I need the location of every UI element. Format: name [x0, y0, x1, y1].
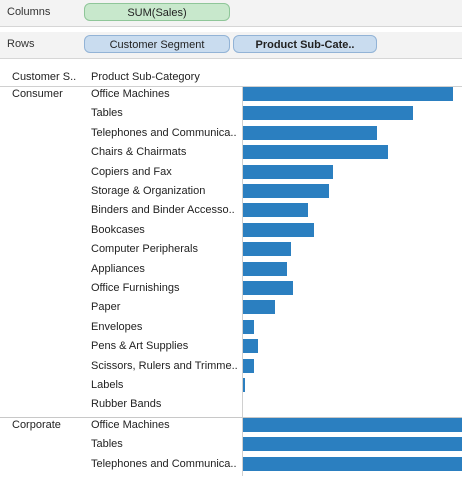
bar-mark[interactable] — [243, 437, 462, 452]
bar-mark[interactable] — [243, 242, 291, 257]
category-label[interactable]: Tables — [91, 107, 123, 120]
bar-mark[interactable] — [243, 281, 293, 295]
bar-mark[interactable] — [243, 184, 329, 198]
category-label[interactable]: Rubber Bands — [91, 398, 162, 411]
bar-mark[interactable] — [243, 339, 258, 354]
columns-shelf-label: Columns — [7, 6, 51, 18]
product-subcategory-pill[interactable]: Product Sub-Cate.. — [233, 35, 377, 53]
category-label[interactable]: Paper — [91, 301, 121, 314]
bar-mark[interactable] — [243, 319, 254, 334]
customer-segment-pill[interactable]: Customer Segment — [84, 35, 230, 53]
segment-label-corporate[interactable]: Corporate — [12, 418, 61, 431]
category-label[interactable]: Pens & Art Supplies — [91, 340, 189, 353]
category-label[interactable]: Telephones and Communica.. — [91, 457, 237, 470]
category-label[interactable]: Bookcases — [91, 223, 145, 236]
category-label[interactable]: Office Machines — [91, 418, 170, 431]
subcategory-header[interactable]: Product Sub-Category — [91, 71, 200, 83]
category-label[interactable]: Telephones and Communica.. — [91, 126, 237, 139]
bar-mark[interactable] — [243, 125, 377, 140]
bar-mark[interactable] — [243, 358, 254, 373]
category-label[interactable]: Appliances — [91, 262, 145, 275]
segment-divider — [0, 416, 462, 418]
category-label[interactable]: Office Furnishings — [91, 282, 180, 294]
segment-label-consumer[interactable]: Consumer — [12, 88, 63, 100]
segment-header[interactable]: Customer S.. — [12, 71, 77, 83]
category-label[interactable]: Chairs & Chairmats — [91, 146, 187, 159]
category-label[interactable]: Envelopes — [91, 320, 143, 333]
bar-mark[interactable] — [243, 456, 462, 471]
bar-mark[interactable] — [243, 261, 287, 276]
columns-shelf: Columns SUM(Sales) — [0, 0, 462, 27]
rows-shelf: Rows Customer Segment Product Sub-Cate.. — [0, 32, 462, 59]
sum-sales-pill[interactable]: SUM(Sales) — [84, 3, 230, 21]
category-label[interactable]: Storage & Organization — [91, 185, 206, 197]
bar-mark[interactable] — [243, 417, 462, 432]
category-label[interactable]: Labels — [91, 379, 124, 391]
view-header: Customer S.. Product Sub-Category — [0, 68, 462, 87]
bar-mark[interactable] — [243, 222, 314, 237]
rows-shelf-label: Rows — [7, 38, 35, 50]
axis-line — [242, 87, 243, 417]
category-label[interactable]: Scissors, Rulers and Trimme.. — [91, 359, 238, 372]
category-label[interactable]: Office Machines — [91, 88, 170, 100]
bar-mark[interactable] — [243, 106, 413, 121]
bar-mark[interactable] — [243, 300, 275, 315]
category-label[interactable]: Binders and Binder Accesso.. — [91, 204, 235, 217]
axis-line — [242, 417, 243, 476]
bar-mark[interactable] — [243, 378, 245, 392]
bar-mark[interactable] — [243, 145, 388, 160]
category-label[interactable]: Computer Peripherals — [91, 243, 198, 256]
category-label[interactable]: Tables — [91, 438, 123, 451]
bar-mark[interactable] — [243, 203, 308, 218]
bar-mark[interactable] — [243, 87, 453, 101]
category-label[interactable]: Copiers and Fax — [91, 165, 172, 178]
bar-mark[interactable] — [243, 164, 333, 179]
